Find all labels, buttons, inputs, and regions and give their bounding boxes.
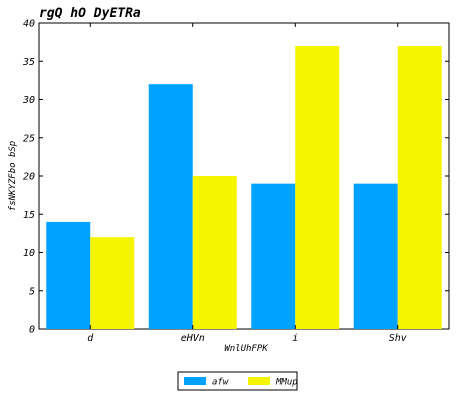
- bar-afw-i: [251, 183, 296, 329]
- bar-afw-d: [46, 221, 91, 329]
- y-tick-label: 35: [22, 57, 35, 68]
- x-tick-label: Shv: [389, 333, 407, 344]
- x-tick-label: eHVn: [181, 333, 205, 344]
- bar-MMup-Shv: [397, 45, 442, 329]
- legend: afw MMup: [177, 371, 298, 391]
- legend-label-MMup: MMup: [275, 378, 298, 388]
- legend-label-afw: afw: [212, 378, 229, 388]
- y-tick-label: 25: [23, 133, 35, 144]
- legend-swatch-afw: [184, 377, 206, 385]
- y-axis-label: fsNKYZFbo bSp: [8, 141, 18, 211]
- legend-box: [177, 371, 298, 391]
- bar-MMup-d: [90, 237, 135, 329]
- legend-swatch-MMup: [248, 377, 270, 385]
- y-tick-label: 30: [22, 95, 35, 106]
- y-tick-label: 20: [23, 172, 35, 183]
- y-tick-label: 0: [29, 325, 35, 336]
- x-tick-label: i: [292, 333, 298, 344]
- x-tick-label: d: [87, 333, 94, 344]
- bar-afw-Shv: [353, 183, 398, 329]
- y-tick-label: 40: [23, 19, 35, 30]
- y-tick-label: 10: [23, 248, 35, 259]
- bar-afw-eHVn: [148, 84, 193, 329]
- bar-MMup-eHVn: [192, 176, 237, 329]
- plot-area: 0 5 10 15 20 25 30 35 40 d eHVn i Shv: [22, 19, 450, 344]
- x-axis-label: WnlUhFPK: [224, 344, 268, 354]
- chart-title: rgQ hO DyETRa: [39, 6, 141, 21]
- bar-MMup-i: [295, 45, 340, 329]
- y-tick-label: 15: [23, 210, 35, 221]
- y-tick-label: 5: [29, 286, 35, 297]
